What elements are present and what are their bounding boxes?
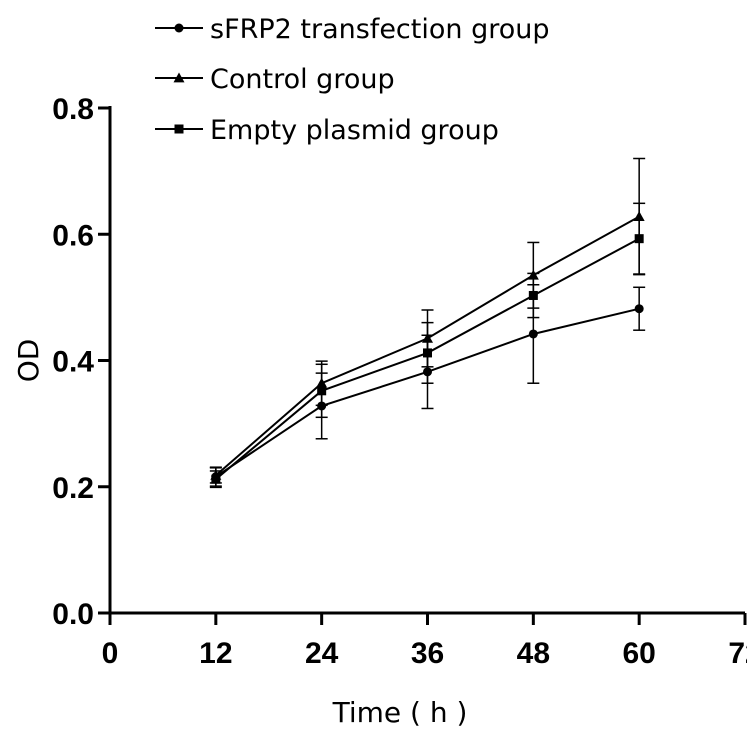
legend-label: Control group [210,64,395,95]
x-tick-label: 72 [728,637,747,670]
y-axis-title: OD [12,339,45,383]
data-point [634,304,644,314]
y-tick-label: 0.8 [52,93,94,126]
series-3 [209,202,646,489]
y-tick-label: 0.2 [52,472,94,505]
x-ticks: 0 12 24 36 48 60 72 [102,613,747,670]
legend-item-2: Control group [155,64,395,95]
legend-marker [174,124,184,134]
plot-area [209,157,646,489]
x-tick-label: 0 [102,637,119,670]
legend-item-1: sFRP2 transfection group [155,14,550,45]
legend-label: Empty plasmid group [210,115,499,146]
y-tick-label: 0.4 [52,346,94,379]
y-tick-label: 0.6 [52,219,94,252]
legend-marker [174,23,184,33]
x-tick-label: 60 [622,637,655,670]
y-ticks: 0.0 0.2 0.4 0.6 0.8 [52,93,110,631]
x-tick-label: 36 [411,637,444,670]
x-axis-title: Time ( h ) [332,696,468,729]
data-point [634,234,644,244]
data-point [317,386,327,396]
x-tick-label: 48 [517,637,550,670]
legend-marker [173,72,185,83]
data-point [211,474,221,484]
y-tick-label: 0.0 [52,598,94,631]
legend-item-3: Empty plasmid group [155,115,499,146]
data-point [423,348,432,358]
x-tick-label: 24 [305,637,339,670]
legend: sFRP2 transfection group Control group Emp… [155,14,550,146]
series-2 [209,157,646,484]
data-point [528,290,538,300]
x-tick-label: 12 [199,637,232,670]
data-point [528,329,538,339]
legend-label: sFRP2 transfection group [210,14,550,45]
